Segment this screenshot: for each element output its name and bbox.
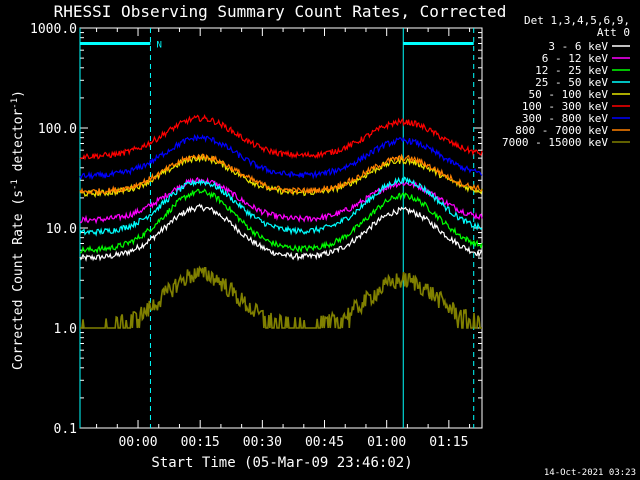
y-tick-label: 10.0 <box>46 222 77 237</box>
legend-entry-label: 6 - 12 keV <box>542 52 609 65</box>
legend-entry-label: 100 - 300 keV <box>522 100 608 113</box>
y-tick-label: 1.0 <box>54 322 77 337</box>
legend-header: Att 0 <box>597 26 630 39</box>
vertical-markers <box>79 28 475 428</box>
footer-timestamp: 14-Oct-2021 03:23 <box>544 468 636 478</box>
y-axis-label: Corrected Count Rate (s-1 detector-1) <box>10 90 26 370</box>
x-tick-label: 00:30 <box>243 435 282 450</box>
series-line <box>79 153 483 198</box>
y-axis-label-end: ) <box>11 90 26 98</box>
y-axis-label-mid: detector <box>11 109 26 180</box>
series-line <box>79 153 483 196</box>
y-tick-label: 0.1 <box>54 422 77 437</box>
series-line <box>80 265 482 329</box>
legend-entry-label: 800 - 7000 keV <box>515 124 608 137</box>
legend-header: Det 1,3,4,5,6,9, <box>524 14 630 27</box>
series-line <box>79 134 483 181</box>
legend-entry-label: 25 - 50 keV <box>535 76 608 89</box>
legend-entry-label: 7000 - 15000 keV <box>502 136 608 149</box>
series-layer <box>79 114 483 329</box>
series-line <box>79 203 483 263</box>
x-tick-label: 01:15 <box>429 435 468 450</box>
x-tick-label: 00:00 <box>118 435 157 450</box>
plot-axes: 0.1 1.0 10.0 100.0 1000.0 00:00 00:15 00:30 00:4… <box>30 22 483 450</box>
y-tick-label: 100.0 <box>38 122 77 137</box>
legend-entry-label: 50 - 100 keV <box>529 88 609 101</box>
series-line <box>79 114 483 161</box>
y-axis-label-sup1: -1 <box>10 179 20 190</box>
y-axis-label-main: Corrected Count Rate (s <box>11 190 26 370</box>
x-tick-label: 00:45 <box>305 435 344 450</box>
y-axis-label-sup2: -1 <box>10 98 20 109</box>
legend-entry-label: 12 - 25 keV <box>535 64 608 77</box>
y-tick-label: 1000.0 <box>30 22 77 37</box>
flag-bars: N <box>80 40 474 50</box>
flag-bar-label: N <box>156 40 161 50</box>
series-line <box>79 188 483 255</box>
x-axis-label: Start Time (05-Mar-09 23:46:02) <box>151 455 412 471</box>
legend-entry-label: 300 - 800 keV <box>522 112 608 125</box>
x-tick-label: 01:00 <box>367 435 406 450</box>
legend-entry-label: 3 - 6 keV <box>548 40 608 53</box>
chart-title: RHESSI Observing Summary Count Rates, Co… <box>54 2 507 21</box>
series-line <box>79 176 483 237</box>
x-tick-label: 00:15 <box>181 435 220 450</box>
